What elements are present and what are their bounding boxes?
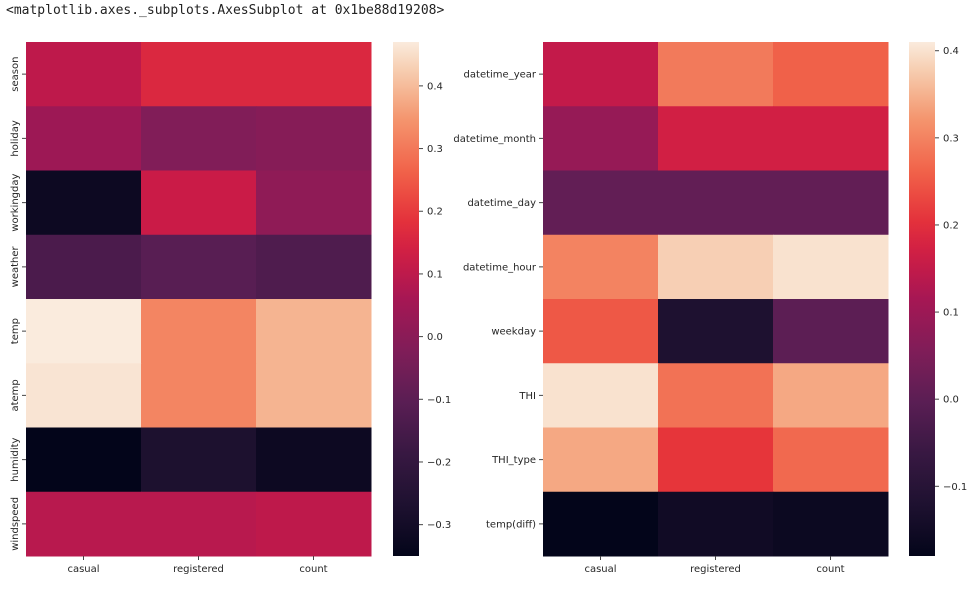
heatmap-cell xyxy=(658,427,774,493)
heatmap-cell xyxy=(141,299,257,364)
y-tick-label: temp(diff) xyxy=(486,519,536,530)
heatmap-cell xyxy=(773,234,889,300)
y-tick-label: workingday xyxy=(10,174,21,232)
x-tick-label: casual xyxy=(67,564,99,575)
heatmap-panel-1: casual registered count season holiday workin… xyxy=(10,42,451,575)
heatmap-cell xyxy=(256,170,372,236)
colorbar-tick-label: 0.3 xyxy=(427,144,443,155)
heatmap-cell xyxy=(141,234,257,300)
colorbar xyxy=(393,42,419,556)
heatmap-cell xyxy=(658,234,774,300)
heatmap-cell xyxy=(543,427,659,493)
colorbar-tick-label: −0.2 xyxy=(427,457,451,468)
heatmap-cell xyxy=(543,234,659,300)
cell-output-text: <matplotlib.axes._subplots.AxesSubplot a… xyxy=(6,3,445,18)
heatmap-cell xyxy=(543,363,659,428)
heatmap-cell xyxy=(543,299,659,364)
heatmap-cell xyxy=(658,170,774,236)
colorbar-tick-label: 0.0 xyxy=(427,332,443,343)
heatmap-cell xyxy=(141,427,257,493)
x-tick-label: registered xyxy=(690,564,741,575)
heatmap-cell xyxy=(658,363,774,428)
x-tick-label: casual xyxy=(584,564,616,575)
heatmap-cell xyxy=(543,170,659,236)
heatmap-cell xyxy=(26,491,142,557)
colorbar-tick-label: 0.4 xyxy=(943,46,959,57)
y-tick-label: temp xyxy=(10,318,21,344)
heatmap-cell xyxy=(26,234,142,300)
heatmap-cell xyxy=(26,363,142,428)
colorbar-tick-label: 0.4 xyxy=(427,81,443,92)
heatmap-cell xyxy=(26,427,142,493)
heatmap-cell xyxy=(773,363,889,428)
heatmap-cell xyxy=(658,106,774,171)
heatmap-cell xyxy=(256,363,372,428)
colorbar xyxy=(909,42,935,556)
heatmap-cell xyxy=(256,491,372,557)
heatmap-cell xyxy=(773,170,889,236)
y-tick-label: datetime_hour xyxy=(463,262,537,273)
colorbar-tick-label: 0.2 xyxy=(427,207,443,218)
x-tick-label: count xyxy=(816,564,844,575)
heatmap-cell xyxy=(26,42,142,107)
heatmap-panel-2: casual registered count datetime_yeardateti… xyxy=(453,42,967,575)
y-tick-label: windspeed xyxy=(10,497,21,551)
heatmap-cell xyxy=(773,491,889,557)
heatmap-cell xyxy=(256,299,372,364)
heatmap-cell xyxy=(256,106,372,171)
x-tick-label: count xyxy=(299,564,327,575)
colorbar-tick-label: 0.1 xyxy=(427,269,443,280)
heatmap-cell xyxy=(543,106,659,171)
colorbar-tick-label: 0.2 xyxy=(943,220,959,231)
y-tick-label: THI_type xyxy=(491,455,536,466)
y-tick-label: holiday xyxy=(10,120,21,156)
heatmap-cell xyxy=(26,170,142,236)
colorbar-tick-label: −0.3 xyxy=(427,520,451,531)
colorbar-tick-label: 0.0 xyxy=(943,395,959,406)
y-tick-label: datetime_month xyxy=(453,134,536,145)
heatmap-cell xyxy=(141,170,257,236)
heatmap-cell xyxy=(543,491,659,557)
y-tick-label: humidity xyxy=(10,437,21,481)
heatmap-cell xyxy=(658,42,774,107)
y-tick-label: datetime_year xyxy=(464,70,537,81)
heatmap-cell xyxy=(141,491,257,557)
colorbar-tick-label: −0.1 xyxy=(943,482,967,493)
heatmap-cell xyxy=(773,42,889,107)
y-tick-label: datetime_day xyxy=(467,198,536,209)
y-tick-label: atemp xyxy=(10,379,21,411)
heatmap-cell xyxy=(26,299,142,364)
colorbar-tick-label: 0.3 xyxy=(943,133,959,144)
heatmap-cell xyxy=(141,42,257,107)
y-tick-label: weather xyxy=(10,245,21,287)
heatmap-cell xyxy=(256,234,372,300)
x-tick-label: registered xyxy=(173,564,224,575)
heatmap-cell xyxy=(141,106,257,171)
heatmap-cell xyxy=(26,106,142,171)
heatmap-cell xyxy=(256,42,372,107)
heatmap-cell xyxy=(658,299,774,364)
heatmap-cell xyxy=(773,106,889,171)
y-tick-label: THI xyxy=(518,391,536,402)
heatmap-cell xyxy=(658,491,774,557)
colorbar-tick-label: 0.1 xyxy=(943,308,959,319)
heatmap-cell xyxy=(543,42,659,107)
heatmap-cell xyxy=(773,299,889,364)
heatmap-cell xyxy=(141,363,257,428)
heatmap-cell xyxy=(773,427,889,493)
heatmap-cell xyxy=(256,427,372,493)
colorbar-tick-label: −0.1 xyxy=(427,395,451,406)
y-tick-label: season xyxy=(10,57,21,92)
y-tick-label: weekday xyxy=(491,327,536,338)
